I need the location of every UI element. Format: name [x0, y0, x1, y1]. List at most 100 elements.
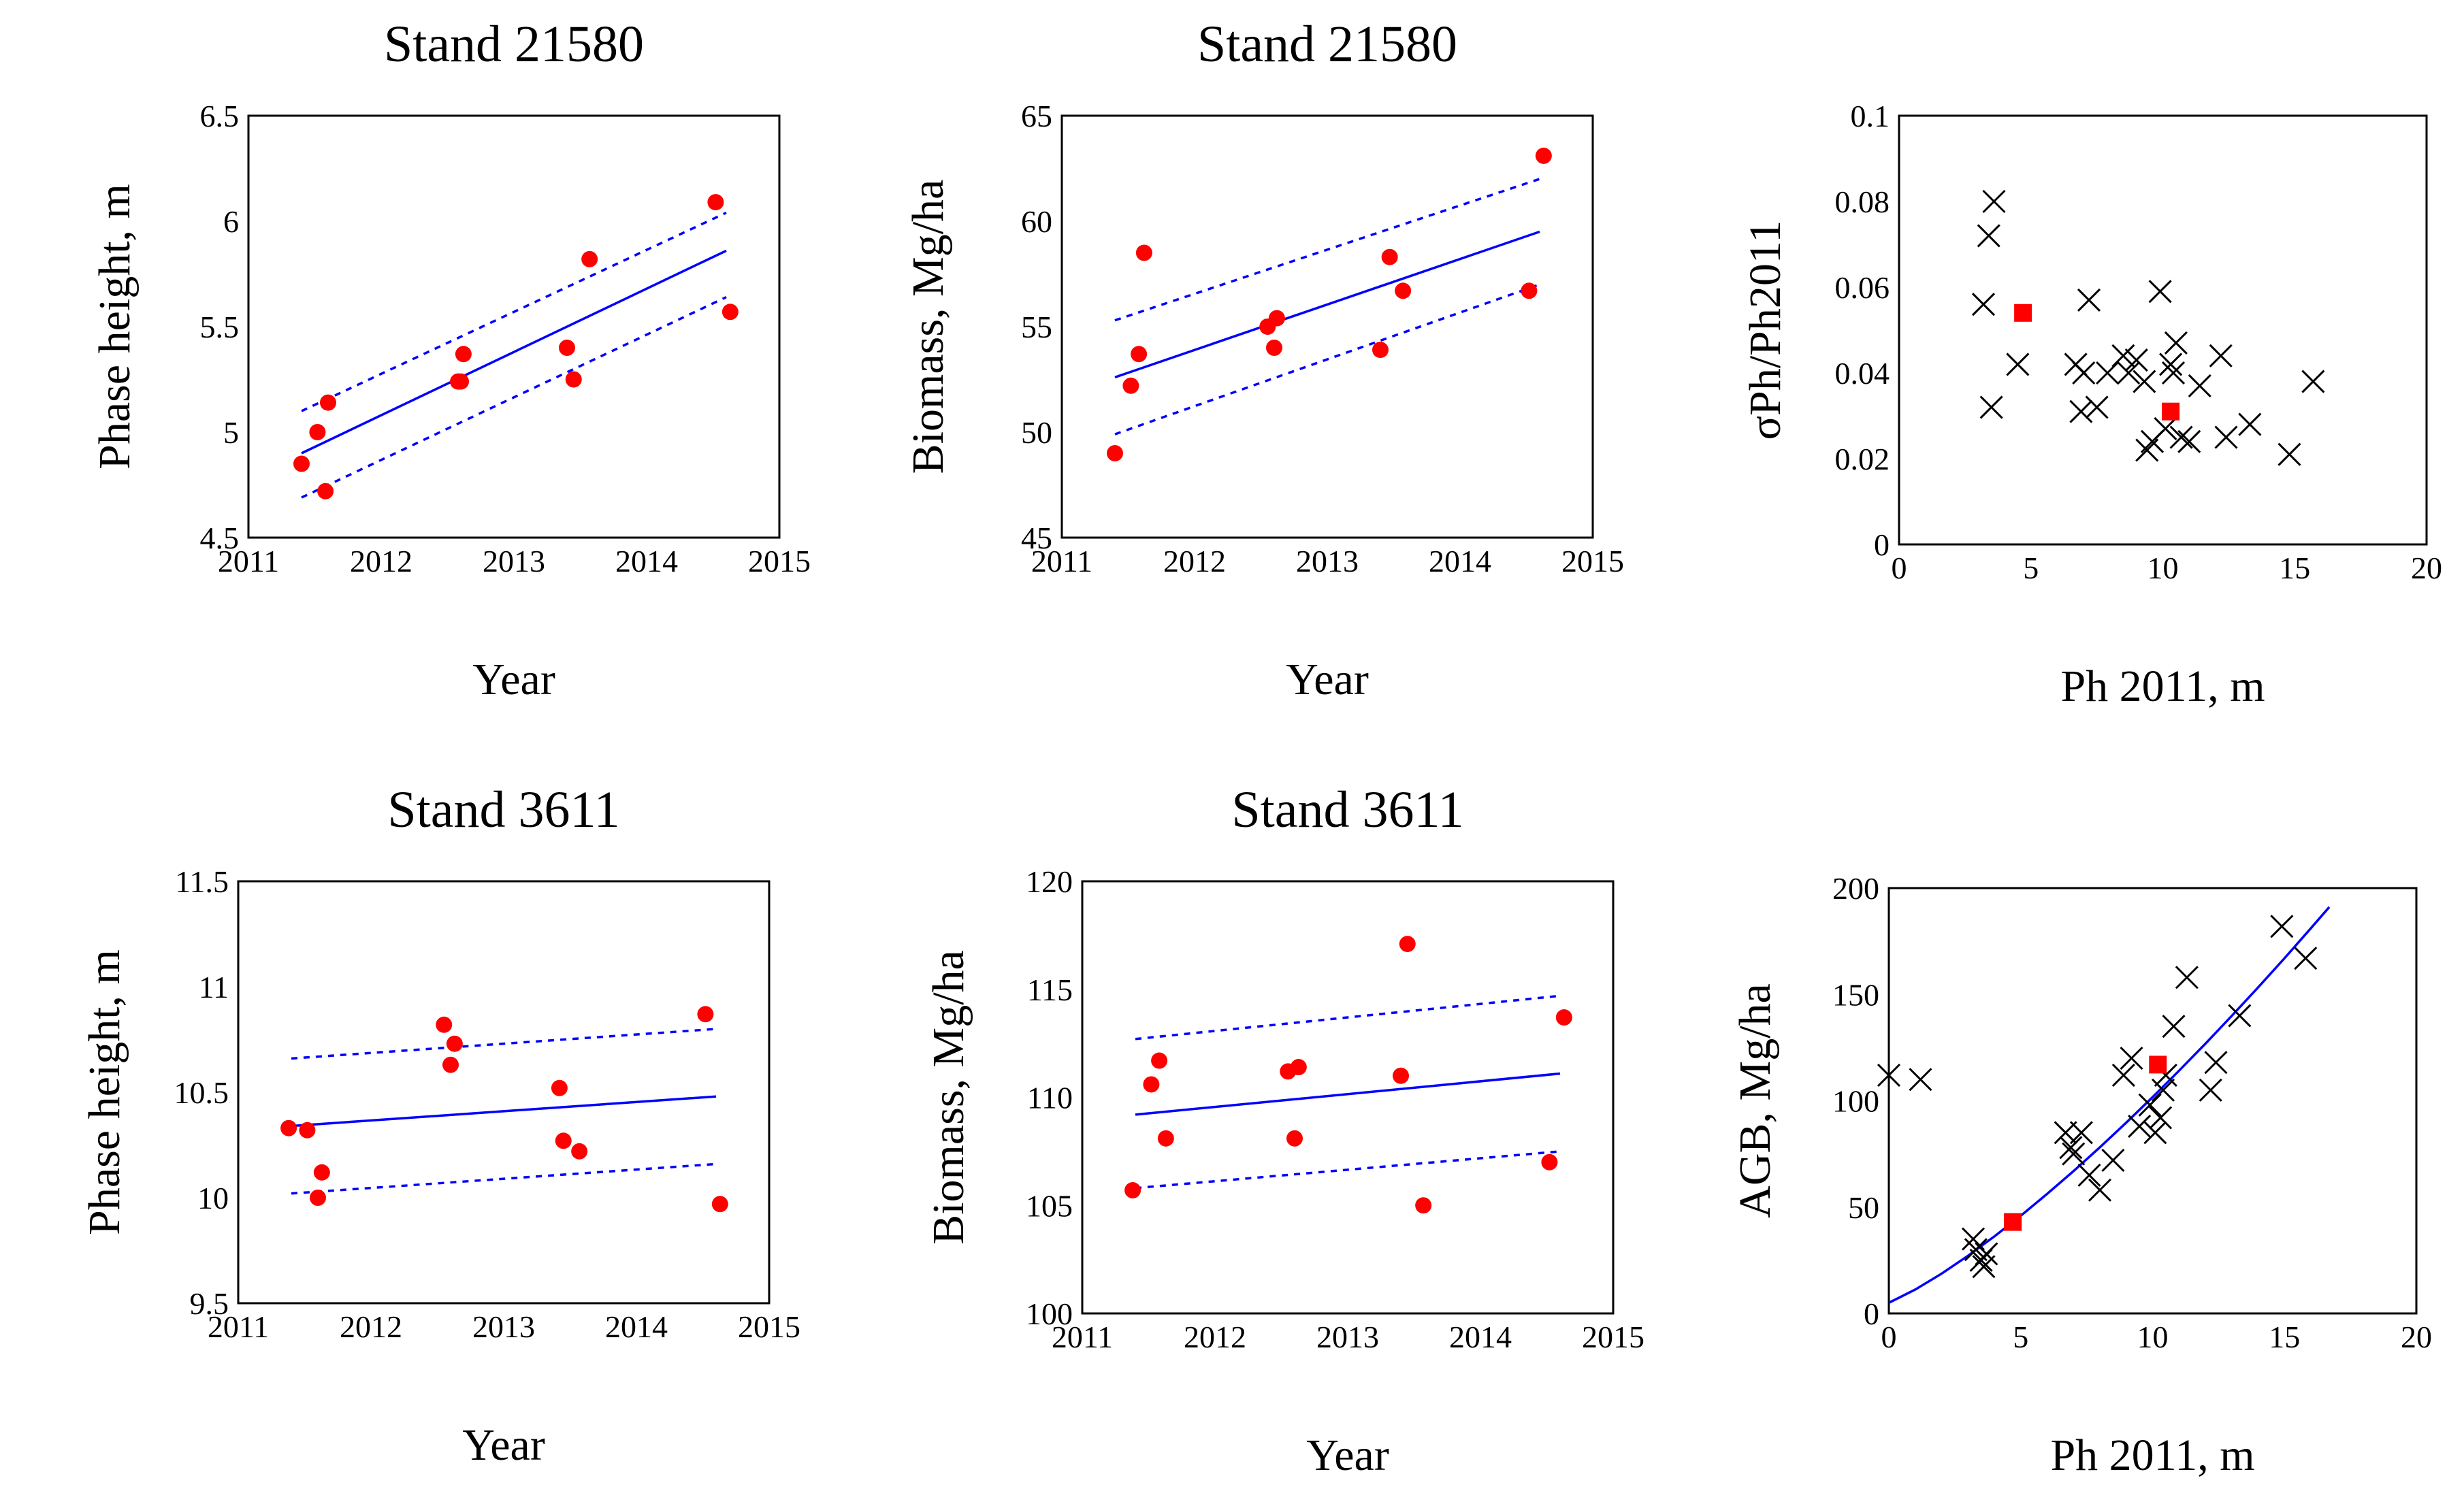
- cross-point: [2062, 1142, 2086, 1166]
- y-tick-label: 9.5: [190, 1286, 229, 1321]
- data-point: [1143, 1076, 1160, 1093]
- cross-point: [2133, 370, 2156, 393]
- chart-title: Stand 21580: [384, 16, 644, 73]
- confidence-upper-line: [1114, 178, 1540, 322]
- y-tick-label: 45: [1021, 521, 1052, 555]
- chart-title: Stand 3611: [1231, 781, 1463, 838]
- cross-point: [2228, 1004, 2252, 1028]
- x-tick-label: 2011: [218, 544, 279, 578]
- cross-point: [2270, 915, 2294, 938]
- y-tick-label: 0.1: [1851, 99, 1890, 133]
- data-point: [722, 304, 739, 321]
- cross-point: [2069, 1121, 2093, 1145]
- data-point: [1555, 1009, 1572, 1026]
- cross-point: [2059, 1136, 2083, 1160]
- cross-point: [2148, 280, 2172, 304]
- y-axis-label: AGB, Mg/ha: [1730, 983, 1780, 1218]
- x-tick-label: 2011: [1031, 544, 1092, 578]
- cross-point: [2162, 1015, 2186, 1038]
- y-tick-label: 60: [1021, 204, 1052, 239]
- cross-point: [2111, 344, 2135, 367]
- x-tick-label: 2015: [1561, 544, 1624, 578]
- y-tick-label: 0.04: [1835, 356, 1890, 391]
- data-point: [1122, 377, 1139, 394]
- data-point: [1372, 342, 1389, 359]
- y-tick-label: 10.5: [174, 1075, 229, 1110]
- cross-point: [2177, 429, 2201, 453]
- cross-point: [2077, 288, 2101, 312]
- cross-point: [2117, 361, 2141, 385]
- data-point: [280, 1119, 297, 1136]
- highlight-point: [2014, 304, 2032, 322]
- x-tick-label: 2013: [472, 1309, 535, 1344]
- x-tick-label: 2015: [738, 1309, 800, 1344]
- data-point: [711, 1196, 728, 1213]
- y-tick-label: 0.08: [1835, 184, 1890, 219]
- chart-panel-2: Stand 21580 2011 2012 2013 2014 2015 45 50 55 60 6…: [903, 16, 1624, 704]
- data-point: [320, 394, 336, 411]
- highlight-point: [2004, 1213, 2022, 1231]
- cross-point: [2006, 353, 2030, 376]
- x-tick-label: 5: [2013, 1320, 2028, 1354]
- highlight-point: [2149, 1056, 2167, 1074]
- cross-point: [1982, 189, 2006, 214]
- data-point: [310, 1190, 326, 1206]
- data-point: [1381, 248, 1398, 265]
- y-tick-label: 55: [1021, 310, 1052, 344]
- data-point: [1535, 147, 1552, 164]
- y-tick-label: 6.5: [200, 99, 240, 133]
- data-point: [697, 1006, 714, 1023]
- x-tick-label: 2012: [340, 1309, 402, 1344]
- data-point: [555, 1132, 572, 1149]
- x-axis-label: Year: [1306, 1430, 1389, 1480]
- data-point: [313, 1164, 330, 1181]
- data-point: [1124, 1182, 1141, 1199]
- confidence-lower-line: [1135, 1150, 1561, 1190]
- regression-line: [301, 249, 727, 455]
- y-axis-label: Phase height, m: [80, 949, 129, 1235]
- x-tick-label: 20: [2401, 1320, 2432, 1354]
- x-axis-label: Year: [1286, 655, 1369, 704]
- cross-point: [2072, 361, 2096, 385]
- x-tick-label: 2013: [1296, 544, 1359, 578]
- y-tick-label: 100: [1026, 1296, 1073, 1331]
- cross-point: [2159, 353, 2183, 376]
- x-axis-label: Year: [472, 655, 555, 704]
- chart-panel-3: 0 5 10 15 20 0 0.02 0.04 0.06 0.08 0.1 Ph 2011, m σP…: [1740, 99, 2442, 711]
- y-axis-label: Phase height, m: [90, 184, 140, 470]
- y-tick-label: 11.5: [175, 864, 229, 899]
- data-point: [1151, 1052, 1168, 1069]
- y-tick-label: 120: [1026, 864, 1073, 899]
- y-tick-label: 50: [1021, 415, 1052, 450]
- cross-point: [2204, 1051, 2228, 1075]
- y-tick-label: 100: [1832, 1084, 1879, 1119]
- y-tick-label: 5: [223, 415, 239, 450]
- x-axis-label: Year: [462, 1420, 545, 1470]
- cross-point: [2069, 399, 2093, 423]
- y-axis-label: Biomass, Mg/ha: [924, 950, 973, 1245]
- x-tick-label: 2012: [350, 544, 412, 578]
- plot-frame: [247, 114, 781, 539]
- y-tick-label: 115: [1027, 972, 1073, 1007]
- cross-point: [2277, 442, 2301, 466]
- regression-line: [1888, 906, 2331, 1304]
- cross-point: [2111, 1063, 2135, 1087]
- cross-point: [2120, 1046, 2143, 1070]
- data-point: [551, 1079, 568, 1096]
- data-point: [1393, 1067, 1409, 1084]
- data-point: [293, 455, 310, 472]
- y-tick-label: 0: [1874, 527, 1890, 562]
- y-tick-label: 6: [223, 204, 239, 239]
- x-tick-label: 2011: [208, 1309, 269, 1344]
- data-point: [1541, 1153, 1558, 1171]
- data-point: [1107, 445, 1123, 461]
- x-tick-label: 2012: [1184, 1320, 1246, 1354]
- chart-panel-5: Stand 3611 2011 2012 2013 2014 2015 100 105 110 1…: [924, 781, 1644, 1480]
- cross-point: [1877, 1063, 1901, 1087]
- y-tick-label: 65: [1021, 99, 1052, 133]
- y-tick-label: 110: [1027, 1081, 1073, 1115]
- x-tick-label: 5: [2023, 551, 2039, 585]
- cross-point: [2151, 1078, 2175, 1102]
- data-point: [455, 346, 472, 363]
